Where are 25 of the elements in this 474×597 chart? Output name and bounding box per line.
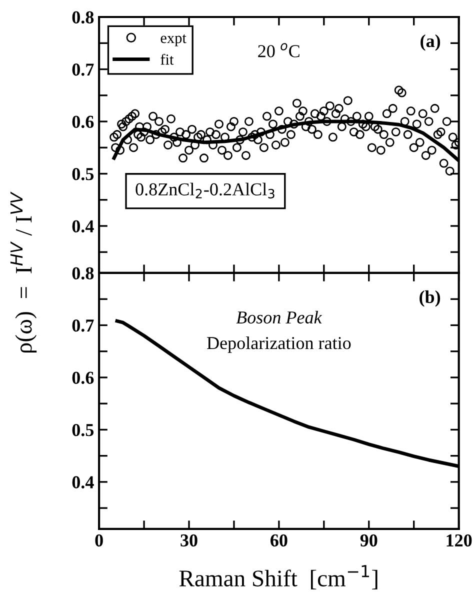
y-axis-title: ρ(ω) = I$^{HV}$ / I$^{VV}$ bbox=[10, 192, 37, 353]
x-tick-label: 60 bbox=[270, 534, 288, 547]
y-tick-label: 0.8 bbox=[72, 11, 94, 24]
annotation: 0.8ZnCl$_{2}$-0.2AlCl$_{3}$ bbox=[136, 182, 274, 198]
x-tick-label: 120 bbox=[446, 534, 472, 547]
x-axis-title: Raman Shift [cm$^{−1}$] bbox=[179, 565, 378, 590]
y-tick-label: 0.6 bbox=[72, 116, 94, 128]
y-tick-label: 0.7 bbox=[72, 319, 94, 332]
legend-label: fit bbox=[160, 54, 174, 65]
annotation: Boson Peak bbox=[236, 310, 322, 324]
y-tick-label: 0.5 bbox=[72, 168, 94, 180]
annotation: 20 $^{o}$C bbox=[258, 43, 300, 58]
y-tick-label: 0.6 bbox=[72, 372, 94, 384]
x-tick-label: 90 bbox=[360, 534, 378, 547]
y-tick-label: 0.7 bbox=[72, 64, 94, 76]
legend-label: expt bbox=[160, 34, 186, 46]
y-tick-label: 0.4 bbox=[72, 476, 94, 488]
x-tick-label: 30 bbox=[180, 534, 198, 547]
x-tick-label: 0 bbox=[95, 534, 103, 547]
annotation: Depolarization ratio bbox=[207, 336, 351, 353]
annotation: (b) bbox=[420, 290, 440, 307]
y-tick-label: 0.8 bbox=[72, 267, 94, 280]
y-tick-label: 0.4 bbox=[72, 220, 94, 232]
annotation: (a) bbox=[420, 34, 440, 51]
y-tick-label: 0.5 bbox=[72, 424, 94, 436]
